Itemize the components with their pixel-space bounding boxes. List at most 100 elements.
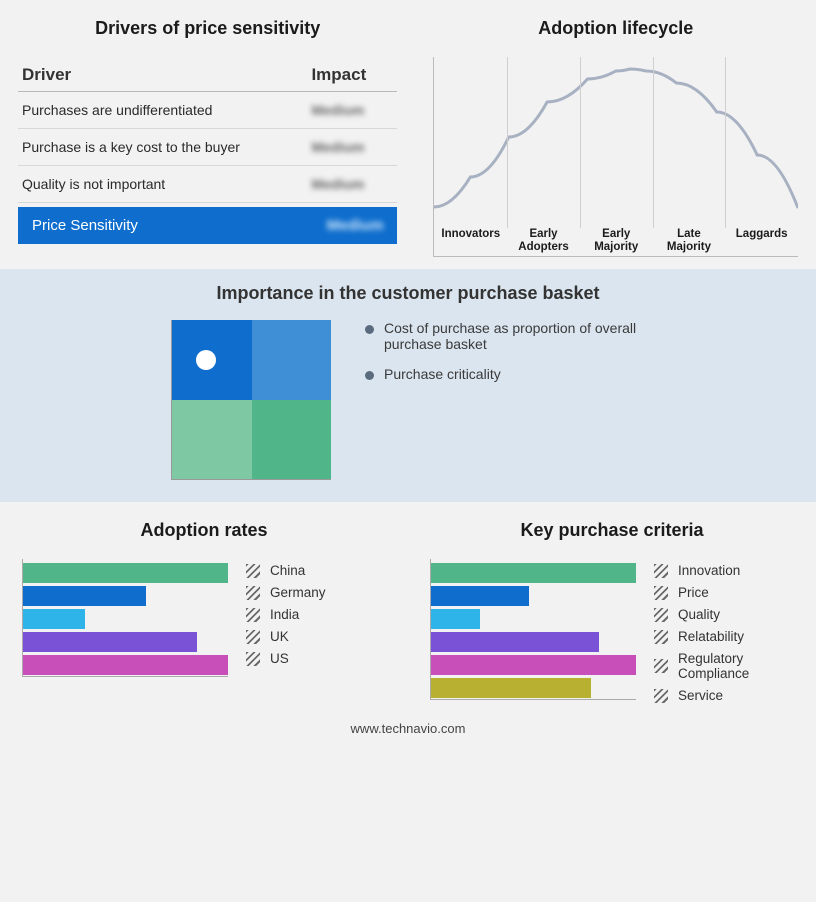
drivers-col-driver: Driver — [18, 57, 307, 92]
lifecycle-category-label: Laggards — [725, 228, 798, 254]
driver-cell: Purchase is a key cost to the buyer — [18, 129, 307, 166]
legend-swatch-icon — [246, 564, 260, 578]
legend-item: UK — [246, 629, 326, 644]
adoption-rates-panel: Adoption rates China Germany India UK US — [0, 502, 408, 715]
bar — [431, 586, 529, 606]
summary-value: Medium — [327, 217, 384, 234]
blurred-value: Medium — [311, 102, 364, 118]
lifecycle-category-label: Innovators — [434, 228, 507, 254]
adoption-rates-title: Adoption rates — [18, 520, 390, 541]
legend-label: Service — [678, 688, 723, 703]
legend-swatch-icon — [654, 689, 668, 703]
bullet-icon — [365, 325, 374, 334]
bottom-row: Adoption rates China Germany India UK US Key… — [0, 502, 816, 715]
table-row: Purchase is a key cost to the buyer Medi… — [18, 129, 397, 166]
quadrant-bottom-right — [252, 400, 332, 480]
legend-item: Service — [654, 688, 794, 703]
bar-row — [23, 609, 228, 629]
drivers-panel: Drivers of price sensitivity Driver Impa… — [0, 0, 415, 269]
legend-label: Relatability — [678, 629, 744, 644]
drivers-table: Driver Impact Purchases are undifferenti… — [18, 57, 397, 203]
quadrant-top-right — [252, 320, 332, 400]
lifecycle-panel: Adoption lifecycle InnovatorsEarly Adopt… — [415, 0, 816, 269]
adoption-rates-bars — [22, 559, 228, 677]
impact-cell: Medium — [307, 92, 397, 129]
bar — [431, 563, 636, 583]
legend-label: Germany — [270, 585, 326, 600]
bar-row — [23, 586, 228, 606]
bullet-icon — [365, 371, 374, 380]
legend-swatch-icon — [246, 608, 260, 622]
bar — [23, 632, 197, 652]
bar — [23, 655, 228, 675]
legend-label: Innovation — [678, 563, 740, 578]
bar-row — [431, 678, 636, 698]
summary-label: Price Sensitivity — [32, 217, 138, 234]
legend-swatch-icon — [654, 586, 668, 600]
bar — [431, 609, 480, 629]
quadrant-marker — [196, 350, 216, 370]
bar-row — [431, 563, 636, 583]
legend-item: Regulatory Compliance — [654, 651, 794, 681]
legend-item: India — [246, 607, 326, 622]
legend-swatch-icon — [246, 586, 260, 600]
table-row: Quality is not important Medium — [18, 166, 397, 203]
legend-item: Quality — [654, 607, 794, 622]
drivers-title: Drivers of price sensitivity — [18, 18, 397, 39]
bar — [431, 632, 599, 652]
purchase-criteria-bars — [430, 559, 636, 700]
importance-legend-label: Purchase criticality — [384, 366, 501, 382]
lifecycle-divider — [653, 57, 654, 228]
legend-swatch-icon — [654, 608, 668, 622]
impact-cell: Medium — [307, 166, 397, 203]
importance-legend-item: Cost of purchase as proportion of overal… — [365, 320, 645, 352]
legend-item: China — [246, 563, 326, 578]
driver-cell: Quality is not important — [18, 166, 307, 203]
purchase-criteria-legend: Innovation Price Quality Relatability Regula… — [654, 559, 794, 703]
importance-body: Cost of purchase as proportion of overal… — [18, 320, 798, 480]
bar-row — [23, 632, 228, 652]
importance-legend-label: Cost of purchase as proportion of overal… — [384, 320, 645, 352]
legend-swatch-icon — [654, 659, 668, 673]
purchase-criteria-title: Key purchase criteria — [426, 520, 798, 541]
legend-item: Germany — [246, 585, 326, 600]
blurred-value: Medium — [311, 176, 364, 192]
lifecycle-x-labels: InnovatorsEarly AdoptersEarly MajorityLa… — [434, 228, 798, 254]
legend-swatch-icon — [654, 564, 668, 578]
table-row: Purchases are undifferentiated Medium — [18, 92, 397, 129]
top-row: Drivers of price sensitivity Driver Impa… — [0, 0, 816, 269]
bar-row — [431, 586, 636, 606]
legend-label: China — [270, 563, 305, 578]
bar — [431, 655, 636, 675]
lifecycle-category-label: Late Majority — [653, 228, 726, 254]
legend-label: Regulatory Compliance — [678, 651, 794, 681]
legend-item: Relatability — [654, 629, 794, 644]
bar-row — [431, 655, 636, 675]
bar — [23, 586, 146, 606]
lifecycle-category-label: Early Adopters — [507, 228, 580, 254]
legend-item: US — [246, 651, 326, 666]
legend-label: Quality — [678, 607, 720, 622]
legend-label: Price — [678, 585, 709, 600]
bar-row — [431, 609, 636, 629]
adoption-rates-body: China Germany India UK US — [18, 559, 390, 677]
legend-label: US — [270, 651, 289, 666]
lifecycle-title: Adoption lifecycle — [433, 18, 798, 39]
bar-row — [23, 563, 228, 583]
lifecycle-divider — [725, 57, 726, 228]
footer-source: www.technavio.com — [0, 715, 816, 748]
legend-label: India — [270, 607, 299, 622]
drivers-summary-bar: Price Sensitivity Medium — [18, 207, 397, 244]
importance-quadrant — [171, 320, 331, 480]
bar-row — [431, 632, 636, 652]
purchase-criteria-panel: Key purchase criteria Innovation Price Qua… — [408, 502, 816, 715]
bar — [431, 678, 591, 698]
lifecycle-divider — [507, 57, 508, 228]
lifecycle-chart: InnovatorsEarly AdoptersEarly MajorityLa… — [433, 57, 798, 257]
lifecycle-category-label: Early Majority — [580, 228, 653, 254]
bar-row — [23, 655, 228, 675]
bar — [23, 609, 85, 629]
legend-swatch-icon — [654, 630, 668, 644]
importance-legend-item: Purchase criticality — [365, 366, 645, 382]
blurred-value: Medium — [311, 139, 364, 155]
